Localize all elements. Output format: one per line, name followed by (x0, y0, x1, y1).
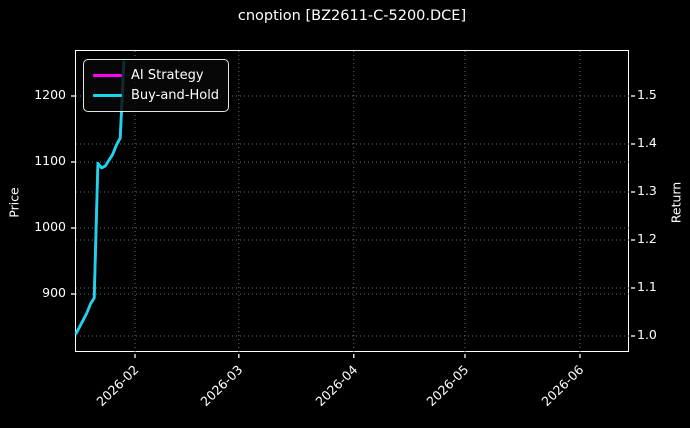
plot-area: AI Strategy Buy-and-Hold (71, 50, 635, 358)
x-axis-tick-label: 2026-04 (312, 362, 361, 410)
legend-item-buy-and-hold: Buy-and-Hold (93, 85, 219, 105)
buy-and-hold-line-swatch (93, 93, 122, 97)
left-axis-tick-label: 1000 (34, 219, 66, 234)
left-axis-tick-label: 1100 (34, 153, 66, 168)
legend-label: AI Strategy (131, 67, 204, 83)
legend: AI Strategy Buy-and-Hold (83, 59, 229, 112)
x-axis-tick-label: 2026-03 (197, 362, 246, 410)
right-axis-tick-label: 1.4 (637, 135, 657, 150)
right-axis-tick-label: 1.0 (637, 327, 657, 342)
right-axis-tick-label: 1.2 (637, 231, 657, 246)
right-axis-tick-label: 1.3 (637, 183, 657, 198)
legend-label: Buy-and-Hold (131, 87, 220, 103)
buy-and-hold-line (74, 60, 126, 335)
x-axis-tick-label: 2026-02 (93, 362, 142, 410)
left-axis-tick-label: 1200 (34, 87, 66, 102)
right-axis-tick-label: 1.1 (637, 279, 657, 294)
ai-strategy-line-swatch (93, 73, 122, 77)
right-axis-tick-label: 1.5 (637, 87, 657, 102)
x-axis-tick-label: 2026-06 (538, 362, 587, 410)
chart-title: cnoption [BZ2611-C-5200.DCE] (237, 8, 467, 24)
legend-item-ai-strategy: AI Strategy (93, 65, 219, 85)
x-axis-tick-label: 2026-05 (423, 362, 472, 410)
left-axis-tick-label: 900 (42, 285, 66, 300)
